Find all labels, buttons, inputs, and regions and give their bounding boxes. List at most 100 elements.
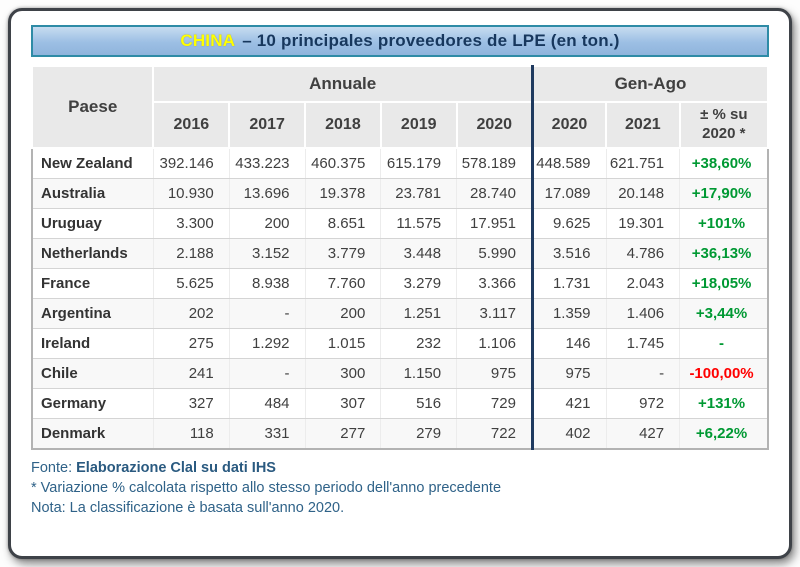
gen-ago-value-cell: - — [605, 358, 681, 389]
annual-value-cell: 578.189 — [456, 147, 533, 179]
annual-value-cell: 3.300 — [152, 208, 230, 239]
gen-ago-value-cell: 1.731 — [530, 268, 607, 299]
country-cell: Ireland — [32, 328, 154, 359]
table-row: Netherlands 2.188 3.152 3.779 3.448 5.990 3.51… — [32, 238, 769, 269]
table-row: Denmark 118 331 277 279 722 402 427 +6,22% — [32, 418, 769, 450]
slide-frame: CHINA – 10 principales proveedores de LPE… — [8, 8, 792, 559]
footer-note-classification: Nota: La classificazione è basata sull'a… — [31, 500, 345, 516]
annual-value-cell: 19.378 — [304, 178, 382, 209]
annual-value-cell: 975 — [456, 358, 533, 389]
footer-fonte-source: Elaborazione Clal su dati IHS — [76, 460, 276, 476]
table-row: Ireland 275 1.292 1.015 232 1.106 146 1.745- — [32, 328, 769, 359]
pct-cell: +101% — [679, 208, 769, 239]
gen-ago-value-cell: 146 — [530, 328, 607, 359]
annual-value-cell: 5.625 — [152, 268, 230, 299]
annual-value-cell: 2.188 — [152, 238, 230, 269]
annual-value-cell: 13.696 — [228, 178, 306, 209]
col-header-paese: Paese — [30, 65, 155, 149]
gen-ago-value-cell: 1.359 — [530, 298, 607, 329]
annual-value-cell: 327 — [152, 388, 230, 419]
pct-cell: -100,00% — [679, 358, 769, 389]
annual-value-cell: 118 — [152, 418, 230, 450]
year-header-gen-ago: 2021 — [605, 101, 681, 149]
footer: Fonte: Elaborazione Clal su dati IHS * V… — [31, 458, 769, 518]
annual-value-cell: 331 — [228, 418, 306, 450]
pct-cell: +38,60% — [679, 147, 769, 179]
annual-value-cell: 1.015 — [304, 328, 382, 359]
annual-value-cell: 8.938 — [228, 268, 306, 299]
gen-ago-value-cell: 1.406 — [605, 298, 681, 329]
annual-value-cell: 3.448 — [380, 238, 458, 269]
annual-value-cell: 392.146 — [152, 147, 230, 179]
title-highlight: CHINA — [180, 31, 236, 50]
annual-value-cell: 516 — [380, 388, 458, 419]
year-header-annual: 2017 — [228, 101, 307, 149]
pct-cell: - — [679, 328, 769, 359]
annual-value-cell: 275 — [152, 328, 230, 359]
annual-value-cell: 11.575 — [380, 208, 458, 239]
annual-value-cell: 460.375 — [304, 147, 382, 179]
gen-ago-value-cell: 448.589 — [530, 147, 607, 179]
gen-ago-value-cell: 9.625 — [530, 208, 607, 239]
country-cell: Australia — [32, 178, 154, 209]
year-header-annual: 2016 — [152, 101, 231, 149]
annual-value-cell: 3.117 — [456, 298, 533, 329]
gen-ago-value-cell: 4.786 — [605, 238, 681, 269]
annual-value-cell: 1.106 — [456, 328, 533, 359]
table-row: Uruguay 3.300 200 8.651 11.575 17.951 9.625 19.… — [32, 208, 769, 239]
year-header-annual: 2019 — [379, 101, 458, 149]
table-row: New Zealand 392.146 433.223 460.375 615.179 5… — [32, 147, 769, 179]
pct-cell: +36,13% — [679, 238, 769, 269]
annual-value-cell: 433.223 — [228, 147, 306, 179]
gen-ago-value-cell: 621.751 — [605, 147, 681, 179]
country-cell: New Zealand — [32, 147, 154, 179]
suppliers-table: Paese Annuale Gen-Ago 2016 2017 2018 2019 20… — [30, 65, 770, 450]
annual-value-cell: 729 — [456, 388, 533, 419]
annual-value-cell: - — [228, 298, 306, 329]
annual-value-cell: 484 — [228, 388, 306, 419]
table-header: Paese Annuale Gen-Ago 2016 2017 2018 2019 20… — [30, 65, 770, 149]
footer-note-pct: * Variazione % calcolata rispetto allo s… — [31, 480, 502, 496]
table-row: France 5.625 8.938 7.760 3.279 3.366 1.731 2.04… — [32, 268, 769, 299]
annual-value-cell: 615.179 — [380, 147, 458, 179]
year-header-gen-ago: 2020 — [530, 101, 608, 149]
annual-value-cell: - — [228, 358, 306, 389]
annual-value-cell: 277 — [304, 418, 382, 450]
annual-value-cell: 10.930 — [152, 178, 230, 209]
annual-value-cell: 3.279 — [380, 268, 458, 299]
group-header-annuale: Annuale — [152, 65, 534, 103]
pct-cell: +6,22% — [679, 418, 769, 450]
country-cell: France — [32, 268, 154, 299]
annual-value-cell: 17.951 — [456, 208, 533, 239]
annual-value-cell: 1.292 — [228, 328, 306, 359]
year-header-annual: 2018 — [304, 101, 382, 149]
country-cell: Uruguay — [32, 208, 154, 239]
gen-ago-value-cell: 20.148 — [605, 178, 681, 209]
annual-value-cell: 200 — [228, 208, 306, 239]
year-header-annual: 2020 — [455, 101, 534, 149]
gen-ago-value-cell: 402 — [530, 418, 607, 450]
annual-value-cell: 241 — [152, 358, 230, 389]
pct-cell: +18,05% — [679, 268, 769, 299]
pct-header: ± % su 2020 * — [678, 101, 770, 149]
annual-value-cell: 202 — [152, 298, 230, 329]
title-text: – 10 principales proveedores de LPE (en … — [242, 31, 620, 50]
annual-value-cell: 28.740 — [456, 178, 533, 209]
annual-value-cell: 232 — [380, 328, 458, 359]
annual-value-cell: 3.152 — [228, 238, 306, 269]
country-cell: Netherlands — [32, 238, 154, 269]
annual-value-cell: 722 — [456, 418, 533, 450]
annual-value-cell: 300 — [304, 358, 382, 389]
gen-ago-value-cell: 421 — [530, 388, 607, 419]
country-cell: Denmark — [32, 418, 154, 450]
footer-fonte-label: Fonte: — [31, 460, 73, 476]
annual-value-cell: 200 — [304, 298, 382, 329]
group-header-gen-ago: Gen-Ago — [530, 65, 769, 103]
gen-ago-value-cell: 975 — [530, 358, 607, 389]
gen-ago-value-cell: 17.089 — [530, 178, 607, 209]
annual-value-cell: 23.781 — [380, 178, 458, 209]
table-row: Germany 327 484 307 516 729 421 972 +131% — [32, 388, 769, 419]
table-row: Chile 241-300 1.150 975 975- -100,00% — [32, 358, 769, 389]
gen-ago-value-cell: 1.745 — [605, 328, 681, 359]
annual-value-cell: 307 — [304, 388, 382, 419]
